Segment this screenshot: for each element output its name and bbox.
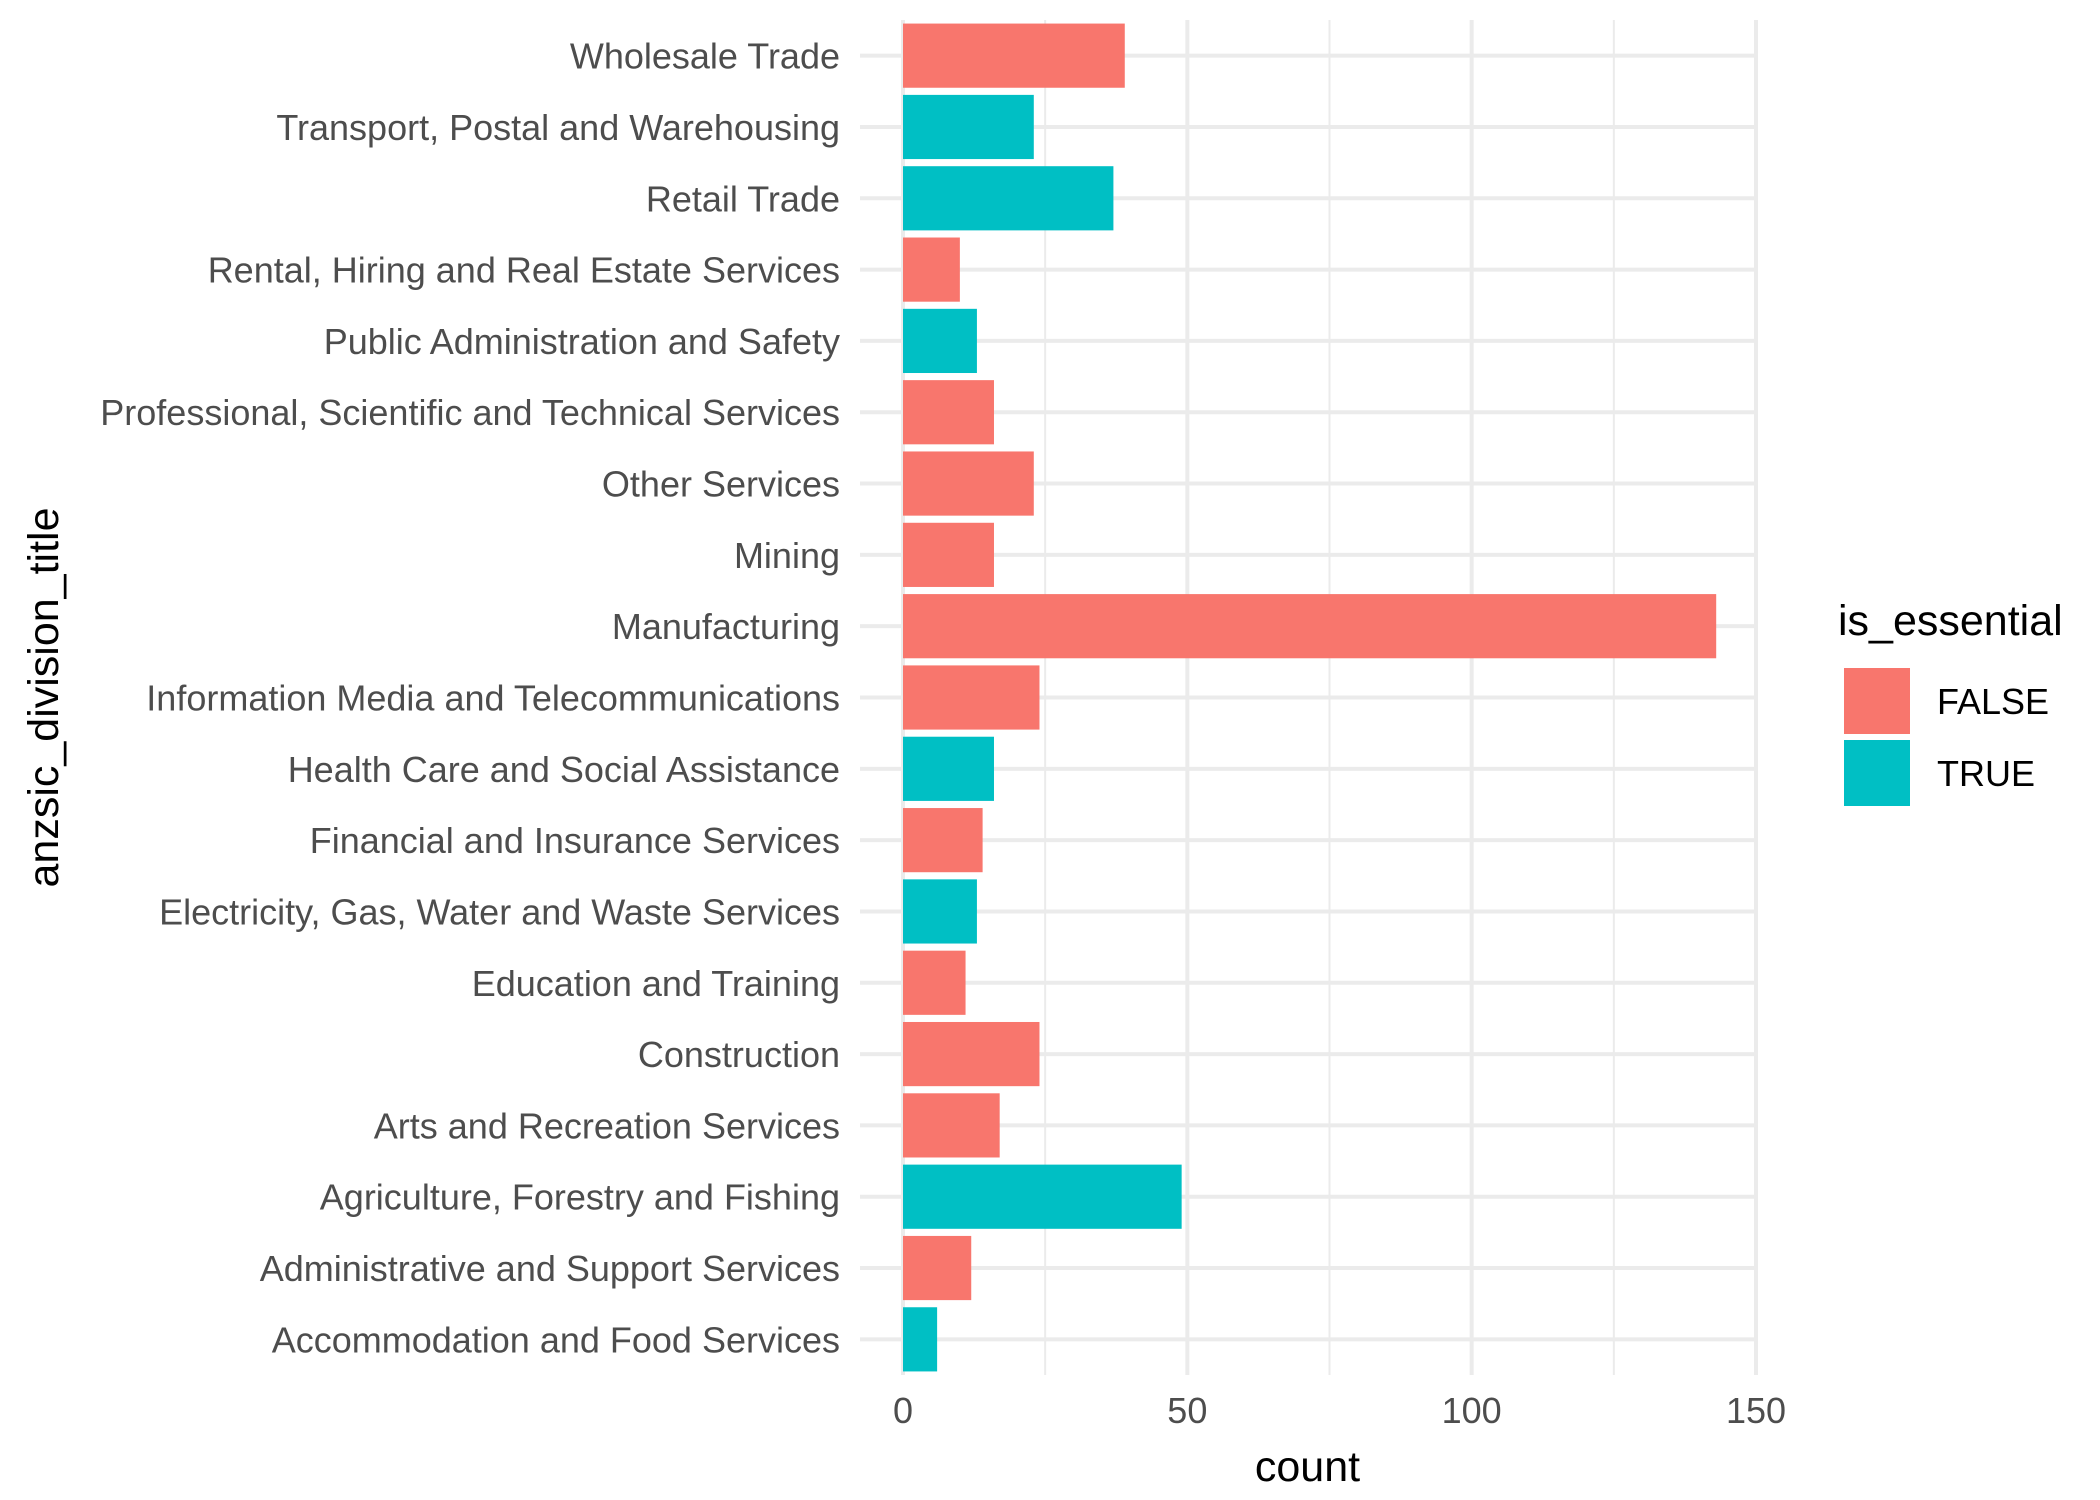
bar — [903, 522, 994, 587]
bar — [903, 665, 1040, 730]
y-tick-label: Accommodation and Food Services — [272, 1319, 840, 1360]
legend: is_essential FALSE TRUE — [1838, 597, 2063, 806]
y-axis-title: anzsic_division_title — [20, 507, 68, 887]
legend-label: FALSE — [1937, 681, 2049, 722]
bar — [903, 308, 977, 374]
bar — [903, 380, 994, 445]
bar — [903, 94, 1034, 160]
y-tick-label: Retail Trade — [646, 178, 840, 219]
y-tick-label: Mining — [734, 535, 840, 576]
bars — [903, 23, 1717, 1372]
x-tick-label: 100 — [1442, 1390, 1502, 1431]
grid-lines — [860, 20, 1758, 1375]
legend-title: is_essential — [1838, 597, 2063, 645]
bar — [903, 166, 1114, 231]
bar — [903, 594, 1717, 659]
y-tick-label: Agriculture, Forestry and Fishing — [320, 1177, 840, 1218]
bar — [903, 1093, 1000, 1158]
bar — [903, 879, 977, 944]
bar — [903, 1164, 1182, 1229]
y-tick-label: Arts and Recreation Services — [374, 1105, 840, 1146]
x-tick-labels: 0 50 100 150 — [893, 1390, 1786, 1431]
x-axis-title: count — [1255, 1443, 1360, 1491]
bar — [903, 451, 1034, 516]
bar — [903, 1021, 1040, 1087]
bar — [903, 1235, 972, 1301]
y-tick-label: Electricity, Gas, Water and Waste Servic… — [159, 891, 840, 932]
bar — [903, 1307, 938, 1372]
bar — [903, 736, 994, 801]
legend-key — [1844, 668, 1910, 734]
y-tick-label: Financial and Insurance Services — [310, 820, 840, 861]
y-tick-label: Administrative and Support Services — [260, 1248, 840, 1289]
y-tick-label: Public Administration and Safety — [324, 321, 840, 362]
x-tick-label: 150 — [1726, 1390, 1786, 1431]
y-tick-label: Information Media and Telecommunications — [146, 678, 840, 719]
bar — [903, 23, 1125, 88]
bar — [903, 950, 966, 1015]
bar — [903, 808, 983, 873]
y-tick-label: Rental, Hiring and Real Estate Services — [208, 250, 840, 291]
x-tick-label: 0 — [893, 1390, 913, 1431]
bar — [903, 237, 960, 302]
x-tick-label: 50 — [1167, 1390, 1207, 1431]
y-tick-label: Professional, Scientific and Technical S… — [100, 392, 840, 433]
y-tick-label: Wholesale Trade — [570, 36, 840, 77]
y-tick-label: Construction — [638, 1034, 840, 1075]
y-tick-label: Transport, Postal and Warehousing — [276, 107, 840, 148]
legend-key — [1844, 740, 1910, 806]
y-tick-labels: Wholesale Trade Transport, Postal and War… — [100, 36, 840, 1361]
y-tick-label: Health Care and Social Assistance — [288, 749, 840, 790]
y-tick-label: Education and Training — [472, 963, 840, 1004]
legend-label: TRUE — [1937, 753, 2035, 794]
y-tick-label: Manufacturing — [612, 606, 840, 647]
y-tick-label: Other Services — [602, 464, 840, 505]
